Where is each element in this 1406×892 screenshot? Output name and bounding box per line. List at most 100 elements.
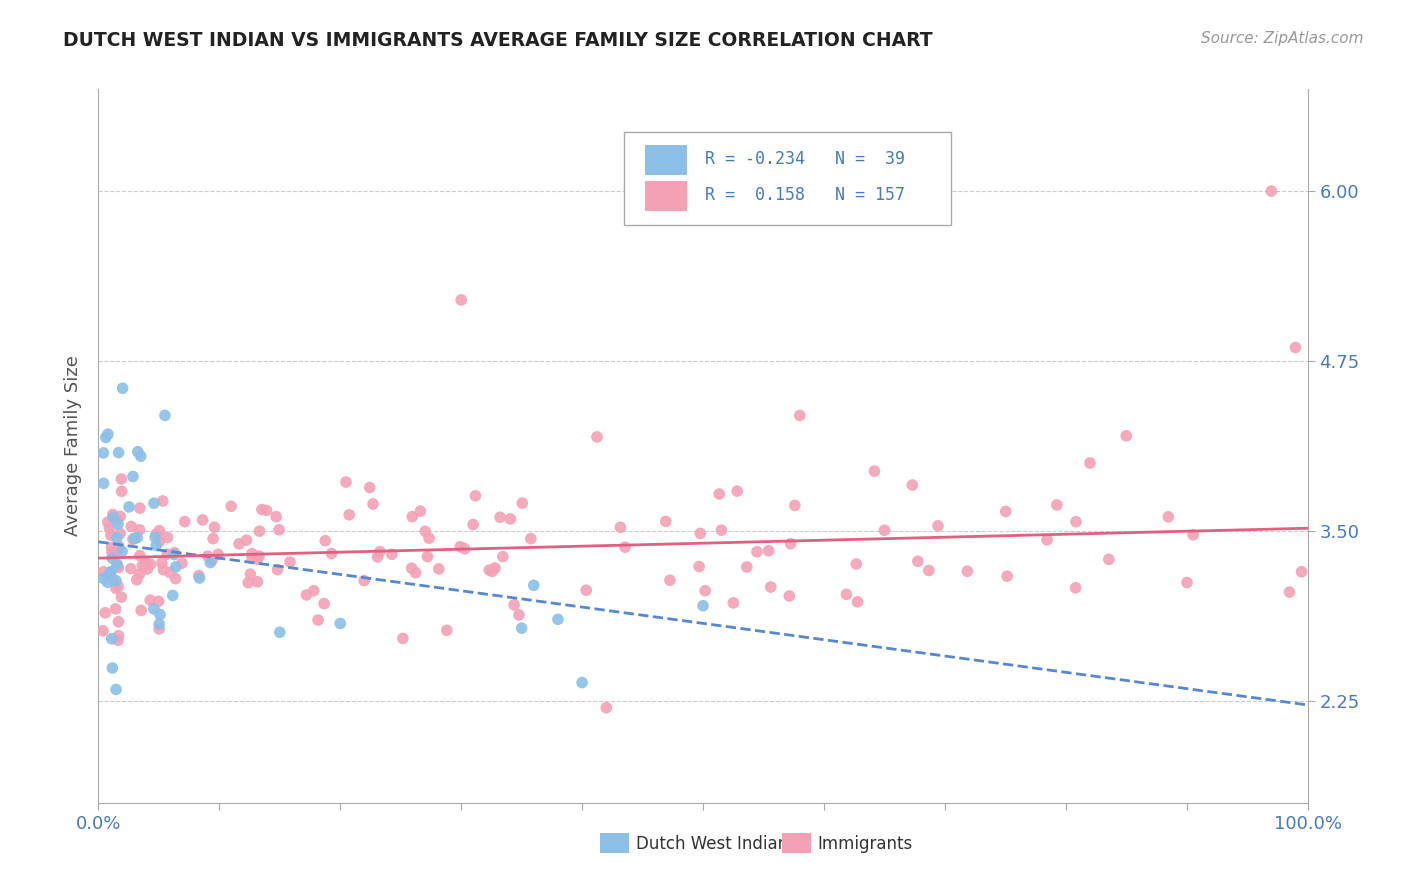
Point xyxy=(571,675,593,690)
Point xyxy=(267,523,290,537)
Point xyxy=(436,624,458,638)
Point xyxy=(197,549,219,563)
Point xyxy=(105,544,128,558)
Text: Immigrants: Immigrants xyxy=(818,835,912,853)
Point xyxy=(120,519,142,533)
Bar xyxy=(645,145,688,175)
Point xyxy=(107,629,129,643)
Point xyxy=(148,594,170,608)
Point xyxy=(863,464,886,478)
Point xyxy=(110,590,132,604)
Point xyxy=(110,509,132,524)
Point xyxy=(779,537,801,551)
Point xyxy=(148,617,170,632)
Point xyxy=(105,531,128,545)
Point xyxy=(413,524,436,539)
Point xyxy=(118,500,141,514)
Point xyxy=(170,556,193,570)
Point xyxy=(105,574,128,588)
Point xyxy=(335,475,357,489)
Point xyxy=(136,562,159,576)
Point xyxy=(1175,575,1198,590)
Point xyxy=(97,575,120,590)
Point xyxy=(1064,581,1087,595)
Point xyxy=(100,632,122,646)
Point xyxy=(105,682,128,697)
Point xyxy=(97,427,120,442)
Point xyxy=(368,544,391,558)
Point xyxy=(200,556,222,570)
Point xyxy=(104,582,127,596)
Point xyxy=(508,607,530,622)
Point xyxy=(927,518,949,533)
Point xyxy=(111,544,134,558)
Point xyxy=(124,532,146,546)
Point xyxy=(835,587,858,601)
Point xyxy=(269,625,291,640)
Point xyxy=(101,508,124,522)
Point xyxy=(1284,341,1306,355)
Point xyxy=(93,565,115,579)
Point xyxy=(139,558,162,572)
Point xyxy=(450,293,472,307)
Point xyxy=(100,565,122,579)
Point xyxy=(710,523,733,537)
Point xyxy=(783,499,806,513)
Point xyxy=(94,606,117,620)
Point xyxy=(165,559,187,574)
Point xyxy=(129,449,152,463)
Point xyxy=(149,607,172,622)
Point xyxy=(107,633,129,648)
Point xyxy=(127,444,149,458)
Point xyxy=(127,531,149,545)
Point xyxy=(107,445,129,459)
Point xyxy=(131,558,153,573)
Point xyxy=(125,573,148,587)
Point xyxy=(107,517,129,532)
Point xyxy=(142,496,165,510)
Point xyxy=(163,545,186,559)
Point xyxy=(405,566,427,580)
Point xyxy=(418,531,440,545)
Point xyxy=(688,559,710,574)
Bar xyxy=(782,833,811,853)
Point xyxy=(128,523,150,537)
Point xyxy=(100,541,122,555)
Point xyxy=(1115,429,1137,443)
Text: R = -0.234   N =  39: R = -0.234 N = 39 xyxy=(706,150,905,168)
Point xyxy=(489,510,512,524)
Point xyxy=(492,549,515,564)
Point xyxy=(401,509,423,524)
Point xyxy=(264,509,287,524)
Bar xyxy=(600,833,630,853)
Point xyxy=(1064,515,1087,529)
Point xyxy=(266,563,288,577)
Point xyxy=(94,430,117,444)
Point xyxy=(609,520,631,534)
Text: Dutch West Indians: Dutch West Indians xyxy=(637,835,797,853)
Point xyxy=(239,567,262,582)
Point xyxy=(107,579,129,593)
Point xyxy=(191,513,214,527)
Point xyxy=(246,574,269,589)
Point xyxy=(758,543,780,558)
Y-axis label: Average Family Size: Average Family Size xyxy=(63,356,82,536)
Point xyxy=(91,624,114,638)
Point xyxy=(163,548,186,562)
Point xyxy=(994,504,1017,518)
Point xyxy=(152,563,174,577)
Point xyxy=(692,599,714,613)
Point xyxy=(247,549,270,563)
Point xyxy=(143,602,166,616)
Point xyxy=(695,583,717,598)
Point xyxy=(873,523,896,537)
Point xyxy=(240,551,263,566)
Point xyxy=(381,547,404,561)
Point xyxy=(107,615,129,629)
Point xyxy=(295,588,318,602)
Point xyxy=(278,555,301,569)
Point xyxy=(100,528,122,542)
Point xyxy=(907,554,929,568)
Point xyxy=(135,557,157,571)
Point xyxy=(256,503,278,517)
